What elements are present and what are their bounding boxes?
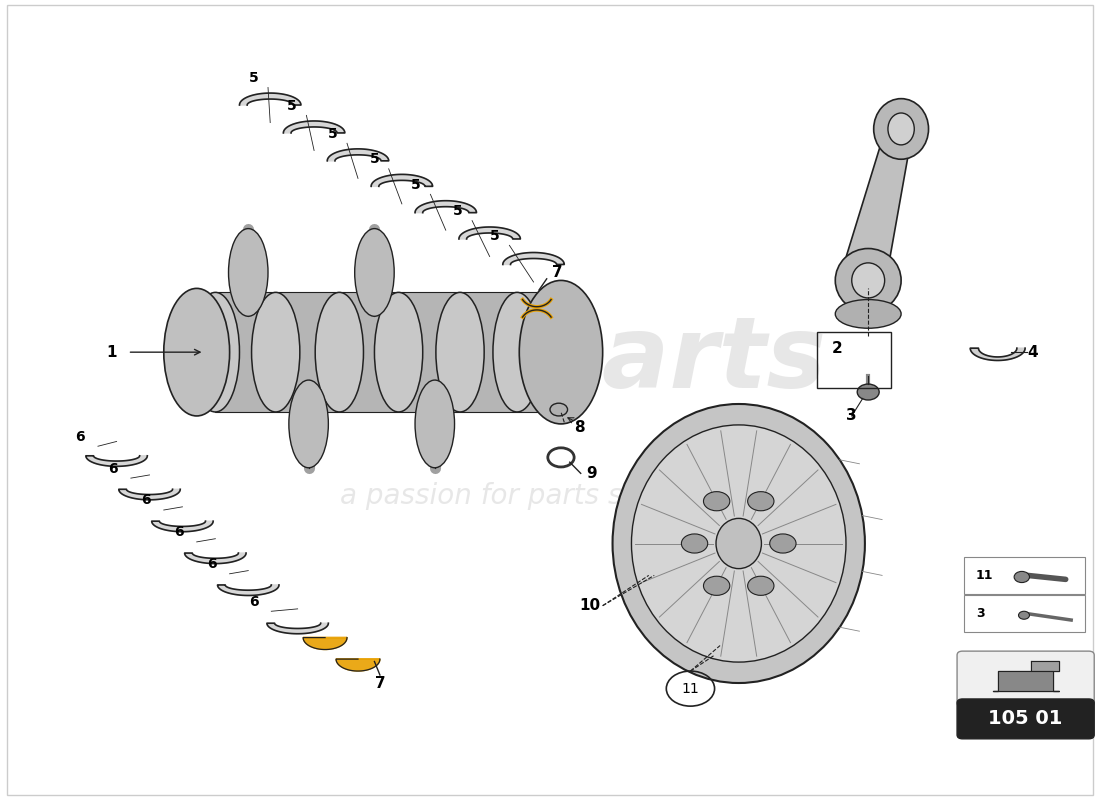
Ellipse shape	[289, 380, 329, 468]
Ellipse shape	[415, 380, 454, 468]
Polygon shape	[86, 456, 147, 466]
Text: 6: 6	[174, 526, 184, 539]
Text: 105 01: 105 01	[989, 710, 1063, 728]
Text: 6: 6	[249, 594, 258, 609]
Ellipse shape	[436, 292, 484, 412]
FancyBboxPatch shape	[964, 595, 1086, 632]
Ellipse shape	[252, 292, 300, 412]
Polygon shape	[398, 292, 460, 412]
Circle shape	[681, 534, 707, 553]
Circle shape	[748, 576, 774, 595]
Ellipse shape	[316, 292, 363, 412]
Text: 3: 3	[976, 607, 984, 620]
Ellipse shape	[191, 292, 240, 412]
Circle shape	[704, 492, 729, 510]
Polygon shape	[503, 253, 564, 265]
Ellipse shape	[354, 229, 394, 316]
Text: europarts: europarts	[274, 312, 826, 409]
Text: 6: 6	[142, 494, 151, 507]
Polygon shape	[216, 292, 276, 412]
Polygon shape	[336, 659, 380, 671]
Text: 5: 5	[453, 204, 463, 218]
Polygon shape	[328, 149, 388, 161]
Circle shape	[1019, 611, 1030, 619]
Circle shape	[748, 492, 774, 510]
Ellipse shape	[888, 113, 914, 145]
Text: 10: 10	[579, 598, 601, 613]
FancyBboxPatch shape	[957, 651, 1094, 707]
Text: 7: 7	[552, 265, 563, 280]
Ellipse shape	[613, 404, 865, 683]
Circle shape	[857, 384, 879, 400]
Polygon shape	[371, 174, 432, 186]
Polygon shape	[459, 227, 520, 239]
Ellipse shape	[493, 292, 541, 412]
Polygon shape	[970, 348, 1025, 361]
Text: 3: 3	[846, 409, 857, 423]
Circle shape	[704, 576, 729, 595]
Ellipse shape	[873, 98, 928, 159]
Text: 5: 5	[411, 178, 421, 192]
Text: 8: 8	[574, 421, 585, 435]
Text: 7: 7	[375, 675, 385, 690]
Ellipse shape	[851, 263, 884, 298]
Polygon shape	[152, 521, 213, 532]
Text: 6: 6	[109, 462, 118, 475]
Text: 6: 6	[207, 558, 217, 571]
Polygon shape	[460, 292, 517, 412]
Circle shape	[770, 534, 796, 553]
Polygon shape	[1031, 662, 1058, 671]
Ellipse shape	[519, 281, 603, 424]
Text: 4: 4	[1027, 345, 1038, 360]
Text: 6: 6	[76, 430, 85, 444]
Polygon shape	[284, 121, 344, 133]
Polygon shape	[846, 121, 914, 257]
Text: 5: 5	[491, 229, 501, 242]
Polygon shape	[992, 671, 1058, 691]
Text: 11: 11	[976, 569, 993, 582]
Text: 9: 9	[586, 466, 597, 481]
Text: a passion for parts since 1985: a passion for parts since 1985	[340, 482, 760, 510]
Ellipse shape	[164, 288, 230, 416]
Circle shape	[1014, 571, 1030, 582]
Polygon shape	[415, 201, 476, 213]
Polygon shape	[276, 292, 339, 412]
Ellipse shape	[631, 425, 846, 662]
Polygon shape	[240, 93, 301, 105]
Text: 5: 5	[328, 126, 338, 141]
Circle shape	[550, 403, 568, 416]
Polygon shape	[339, 292, 398, 412]
Text: 2: 2	[832, 341, 843, 356]
Text: 11: 11	[682, 682, 700, 695]
Polygon shape	[304, 638, 346, 650]
Ellipse shape	[537, 292, 585, 412]
Ellipse shape	[716, 518, 761, 569]
Polygon shape	[267, 623, 329, 634]
Polygon shape	[119, 490, 180, 500]
Text: 5: 5	[249, 71, 258, 85]
Text: 5: 5	[370, 152, 379, 166]
FancyBboxPatch shape	[964, 557, 1086, 594]
Ellipse shape	[374, 292, 422, 412]
FancyBboxPatch shape	[957, 699, 1094, 739]
Text: 5: 5	[287, 99, 297, 113]
Polygon shape	[185, 553, 246, 563]
Ellipse shape	[229, 229, 268, 316]
Polygon shape	[517, 292, 561, 412]
Ellipse shape	[835, 249, 901, 312]
Ellipse shape	[835, 299, 901, 328]
Text: 1: 1	[106, 345, 117, 360]
Polygon shape	[218, 585, 279, 595]
